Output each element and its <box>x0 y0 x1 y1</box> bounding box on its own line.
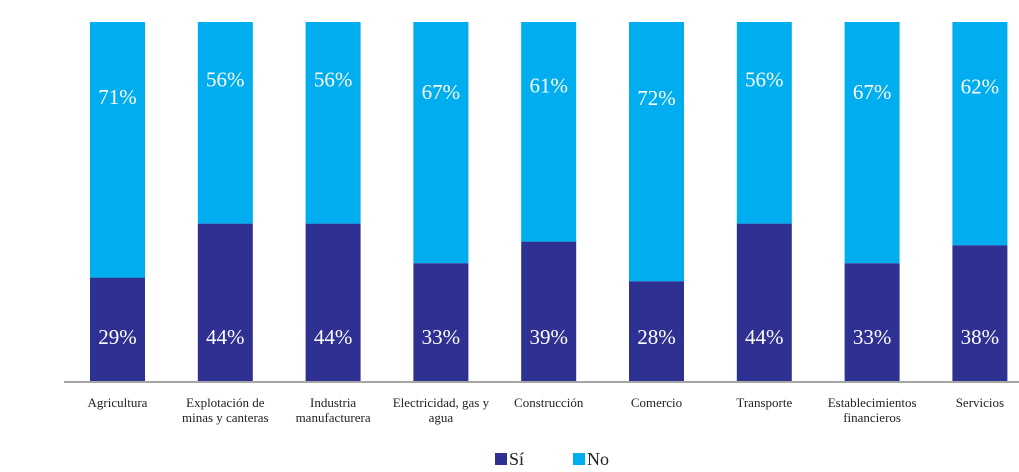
bar-no-6 <box>736 22 792 224</box>
bar-si-1 <box>197 223 253 382</box>
data-label-no-7: 67% <box>853 80 892 104</box>
bar-si-3 <box>413 263 469 382</box>
legend-swatch-si <box>495 453 507 465</box>
bar-no-8 <box>952 22 1008 246</box>
data-label-si-4: 39% <box>529 325 568 349</box>
category-label-8-line-0: Servicios <box>956 395 1004 410</box>
category-label-1-line-0: Explotación de <box>186 395 265 410</box>
data-label-si-3: 33% <box>422 325 461 349</box>
category-label-2-line-0: Industria <box>310 395 356 410</box>
bar-si-5 <box>629 281 684 382</box>
data-label-si-7: 33% <box>853 325 892 349</box>
bar-no-1 <box>197 22 253 224</box>
bar-no-0 <box>90 22 145 278</box>
data-label-si-0: 29% <box>98 325 137 349</box>
legend-swatch-no <box>573 453 585 465</box>
bar-no-3 <box>413 22 469 264</box>
data-label-si-2: 44% <box>314 325 353 349</box>
category-label-0-line-0: Agricultura <box>88 395 148 410</box>
category-label-1-line-1: minas y canteras <box>182 410 269 425</box>
bar-no-5 <box>629 22 684 282</box>
data-label-si-1: 44% <box>206 325 245 349</box>
legend-label-no: No <box>587 449 609 469</box>
category-label-2-line-1: manufacturera <box>296 410 371 425</box>
data-label-no-0: 71% <box>98 85 137 109</box>
category-label-7-line-0: Establecimientos <box>828 395 917 410</box>
category-label-3-line-0: Electricidad, gas y <box>393 395 490 410</box>
bar-si-4 <box>521 241 577 382</box>
data-label-no-6: 56% <box>745 68 784 92</box>
bar-no-2 <box>305 22 361 224</box>
bar-si-2 <box>305 223 361 382</box>
category-label-4-line-0: Construcción <box>514 395 584 410</box>
bars-group: 29% 71% 44% 56% 44% 56% 33% 67% 39% 61% 28% 72% 44% 5… <box>90 22 1008 382</box>
bar-no-4 <box>521 22 577 242</box>
category-label-3-line-1: agua <box>429 410 454 425</box>
data-label-no-4: 61% <box>529 73 568 97</box>
data-label-si-8: 38% <box>961 325 1000 349</box>
data-label-no-3: 67% <box>422 80 461 104</box>
data-label-si-6: 44% <box>745 325 784 349</box>
bar-si-6 <box>736 223 792 382</box>
legend: Sí No <box>495 449 609 469</box>
legend-label-si: Sí <box>509 449 524 469</box>
data-label-no-2: 56% <box>314 68 353 92</box>
data-label-si-5: 28% <box>637 325 676 349</box>
bar-no-7 <box>844 22 900 264</box>
category-label-6-line-0: Transporte <box>736 395 792 410</box>
bar-si-8 <box>952 245 1008 382</box>
category-label-5-line-0: Comercio <box>631 395 682 410</box>
bar-si-7 <box>844 263 900 382</box>
bar-si-0 <box>90 277 145 382</box>
data-label-no-1: 56% <box>206 68 245 92</box>
data-label-no-5: 72% <box>637 86 676 110</box>
data-label-no-8: 62% <box>961 74 1000 98</box>
category-label-7-line-1: financieros <box>843 410 901 425</box>
